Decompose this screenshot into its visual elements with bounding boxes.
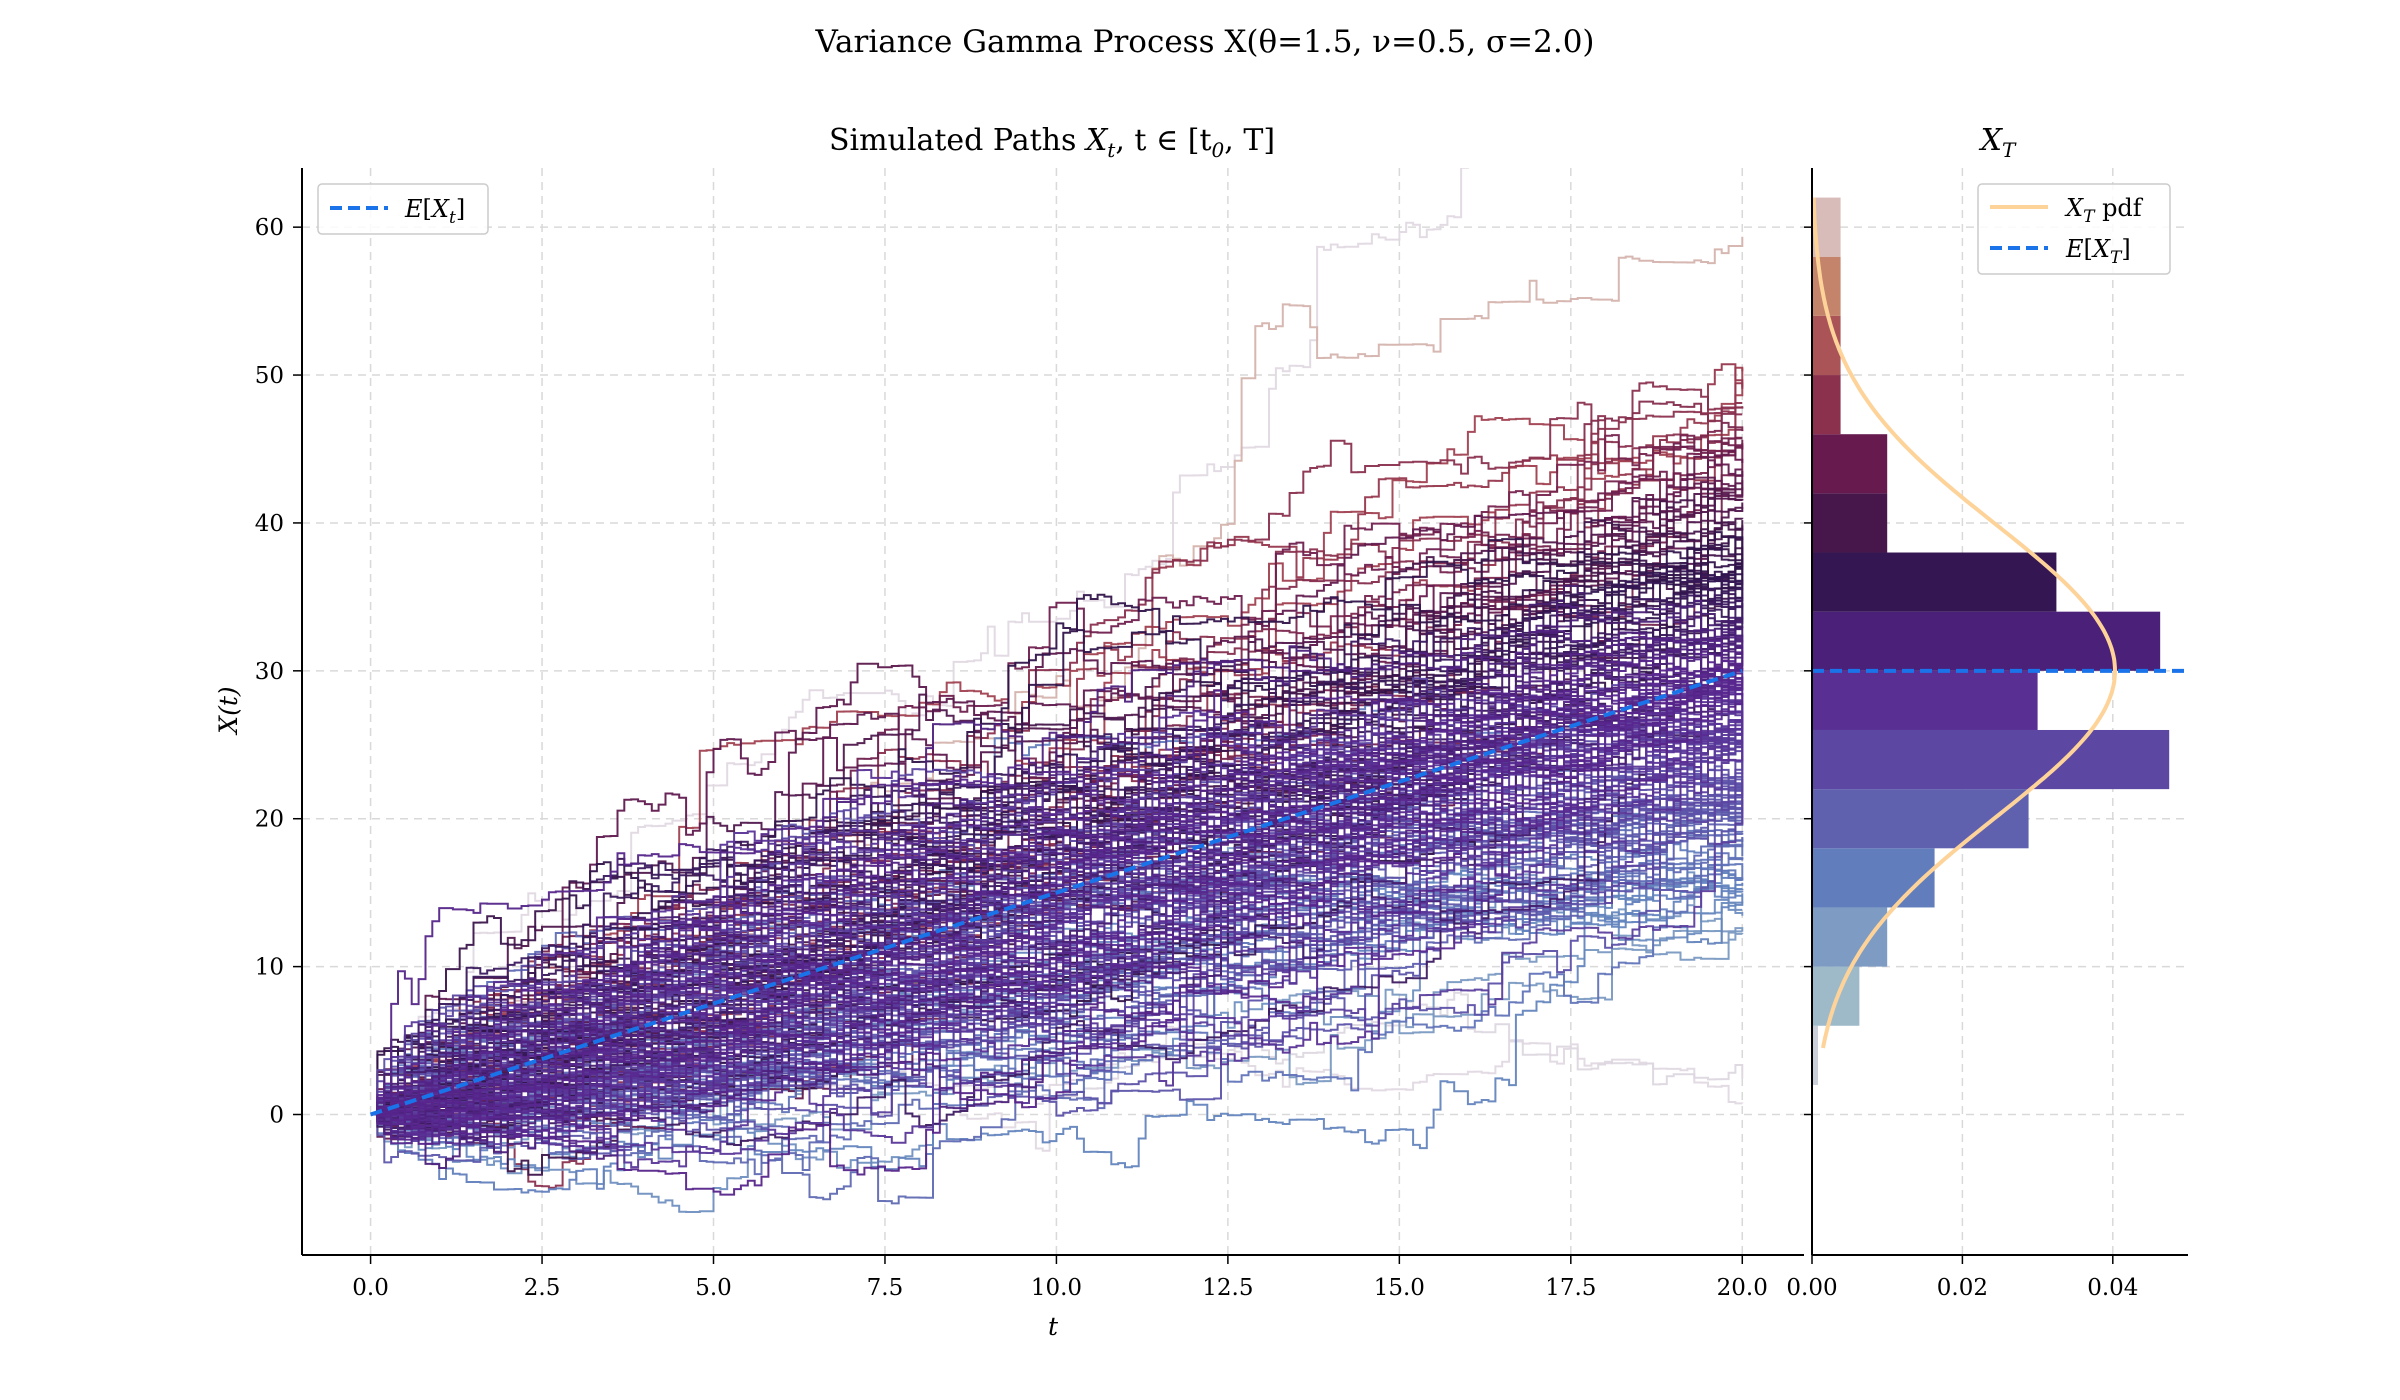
- paths-legend-label: E[Xt]: [404, 195, 465, 228]
- hist-bar: [1812, 670, 2038, 730]
- x-tick-label: 12.5: [1202, 1275, 1253, 1301]
- paths-title-sub2: 0: [1212, 138, 1225, 162]
- y-tick-label: 60: [255, 215, 284, 241]
- hist-bar: [1812, 375, 1841, 435]
- y-tick-label: 50: [255, 363, 284, 389]
- x-tick-label: 2.5: [524, 1275, 561, 1301]
- simulated-path: [370, 759, 1744, 1117]
- pdf-curve: [1811, 197, 2118, 1049]
- figure-suptitle: Variance Gamma Process X(θ=1.5, ν=0.5, σ…: [814, 24, 1594, 60]
- expectation-series-line: [369, 668, 1743, 1117]
- hist-bar: [1812, 1025, 1819, 1085]
- x-tick-label: 15.0: [1374, 1275, 1425, 1301]
- hist-bar: [1812, 552, 2057, 612]
- paths-y-ticks: 0 10 20 30 40 50 60: [255, 215, 302, 1129]
- hist-bar: [1812, 729, 2170, 790]
- paths-plot: 0.0 2.5 5.0 7.5 10.0 12.5 15.0 17.5 20.0 0 10 20 30…: [214, 123, 1804, 1341]
- y-tick-label: 40: [255, 511, 284, 537]
- x-tick-label: 7.5: [867, 1275, 904, 1301]
- simulated-path: [370, 685, 1744, 1138]
- hist-bar: [1812, 848, 1935, 908]
- hist-y-ticks: [1804, 226, 1812, 1116]
- paths-legend-box: [317, 183, 489, 235]
- simulated-path: [370, 654, 1743, 1119]
- paths-title-sub: t: [1107, 138, 1116, 162]
- simulated-path: [370, 645, 1744, 1138]
- simulated-path: [370, 664, 1744, 1116]
- simulated-path: [370, 667, 1744, 1116]
- hist-x-tick-label: 0.02: [1937, 1275, 1988, 1301]
- hist-legend: XT pdf E[XT]: [1977, 183, 2171, 275]
- hist-legend-pdf-label: XT pdf: [2064, 194, 2144, 227]
- simulated-path: [370, 660, 1744, 1196]
- simulated-path: [370, 710, 1744, 1117]
- simulated-path: [370, 672, 1743, 1130]
- simulated-paths: [370, 168, 1744, 1213]
- hist-bar: [1812, 493, 1888, 553]
- simulated-path: [370, 796, 1744, 1119]
- simulated-path: [370, 686, 1744, 1137]
- simulated-path: [370, 531, 1744, 1116]
- simulated-path: [370, 700, 1744, 1120]
- hist-bar: [1812, 434, 1888, 494]
- paths-title-text: Simulated Paths: [829, 123, 1086, 158]
- x-tick-label: 10.0: [1031, 1275, 1082, 1301]
- simulated-path: [370, 636, 1744, 1117]
- paths-title: Simulated Paths Xt, t ∈ [t0, T]: [829, 123, 1275, 162]
- y-tick-label: 20: [255, 807, 284, 833]
- hist-legend-mean-label: E[XT]: [2065, 235, 2131, 268]
- y-tick-label: 0: [269, 1103, 284, 1129]
- simulated-path: [370, 722, 1744, 1146]
- paths-title-var: X: [1084, 123, 1109, 158]
- x-tick-label: 20.0: [1717, 1275, 1768, 1301]
- hist-title: XT: [1979, 123, 2017, 162]
- simulated-path: [370, 720, 1744, 1123]
- x-tick-label: 5.0: [695, 1275, 732, 1301]
- pdf-series-line: [1811, 197, 2118, 1049]
- y-tick-label: 30: [255, 659, 284, 685]
- terminal-distribution-plot: 0.00 0.02 0.04 XT XT pdf E[XT]: [1786, 123, 2188, 1301]
- paths-x-ticks: 0.0 2.5 5.0 7.5 10.0 12.5 15.0 17.5 20.0: [352, 1255, 1768, 1301]
- y-tick-label: 10: [255, 955, 284, 981]
- paths-x-axis-label: t: [1048, 1312, 1059, 1341]
- simulated-path: [370, 782, 1744, 1164]
- hist-x-tick-label: 0.00: [1786, 1275, 1837, 1301]
- expectation-line: [369, 668, 1743, 1117]
- simulated-path: [370, 653, 1744, 1116]
- hist-x-ticks: 0.00 0.02 0.04: [1786, 1255, 2138, 1301]
- hist-bar: [1812, 907, 1888, 967]
- simulated-path: [370, 719, 1744, 1169]
- simulated-path: [370, 670, 1744, 1130]
- x-tick-label: 17.5: [1545, 1275, 1596, 1301]
- x-tick-label: 0.0: [352, 1275, 389, 1301]
- hist-bar: [1812, 611, 2161, 671]
- paths-title-end: , T]: [1224, 123, 1275, 158]
- simulated-path: [370, 686, 1744, 1120]
- simulated-path: [370, 683, 1744, 1117]
- paths-title-rest: , t ∈ [t: [1115, 123, 1211, 158]
- hist-axes: [1811, 168, 2188, 1256]
- hist-x-tick-label: 0.04: [2087, 1275, 2138, 1301]
- paths-legend: E[Xt]: [317, 183, 489, 235]
- simulated-path: [370, 666, 1744, 1133]
- paths-axes: [301, 168, 1804, 1256]
- simulated-path: [370, 638, 1744, 1116]
- paths-y-axis-label: X(t): [214, 686, 243, 735]
